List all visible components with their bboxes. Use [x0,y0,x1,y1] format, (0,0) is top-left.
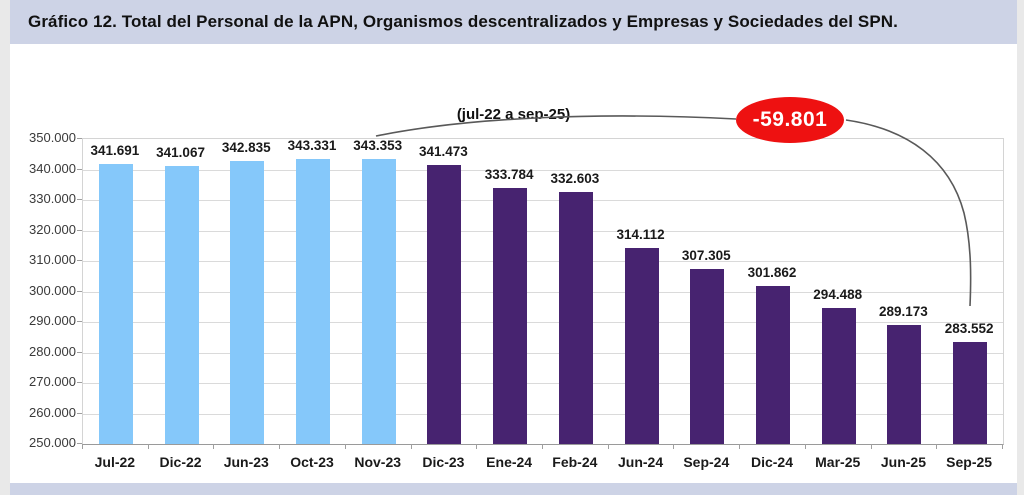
y-axis-tick [77,168,82,170]
gridline [83,169,1003,171]
gridline [83,352,1003,354]
y-axis-tick [77,199,82,200]
y-axis-tick [77,229,82,231]
x-axis-tick [1002,444,1003,449]
bar-value-label: 341.691 [90,143,140,158]
bar-ene-24 [493,188,528,444]
x-axis-tick [279,444,281,449]
bar-value-label: 343.353 [353,138,403,153]
x-axis-tick-label: Dic-22 [159,454,202,470]
chart-title-band: Gráfico 12. Total del Personal de la APN… [10,0,1017,44]
x-axis-tick-label: Sep-24 [683,454,730,470]
x-axis-tick-label: Ene-24 [486,454,533,470]
gridline [83,291,1003,293]
bar-jul-22 [98,164,133,444]
y-axis-tick [77,138,82,139]
x-axis-tick-label: Mar-25 [815,454,861,470]
x-axis-tick-label: Jun-24 [618,454,664,470]
x-axis-tick [804,444,806,449]
gridline [83,322,1003,323]
bar-oct-23 [296,159,330,444]
y-axis-tick-label: 330.000 [29,191,76,206]
y-axis-tick [77,412,82,414]
bar-dic-24 [756,286,790,444]
bar-value-label: 289.173 [879,304,928,319]
x-axis-tick-label: Jun-25 [880,454,926,470]
bar-nov-23 [361,159,396,444]
chart-title: Gráfico 12. Total del Personal de la APN… [28,12,898,31]
bar-value-label: 342.835 [221,140,271,155]
plot-area [82,138,1004,445]
bar-value-label: 343.331 [287,138,337,153]
y-axis-tick-label: 250.000 [29,435,76,450]
y-axis-tick [77,321,82,322]
bar-dic-23 [427,165,462,444]
bar-value-label: 341.067 [156,145,205,160]
y-axis-tick-label: 290.000 [29,313,76,328]
x-axis-tick [607,444,609,449]
x-axis-tick [213,444,215,449]
chart-subtitle: (jul-22 a sep-25) [456,106,571,123]
bar-sep-25 [953,342,988,444]
x-axis-tick-label: Oct-23 [290,454,334,470]
x-axis-tick [147,444,149,449]
y-axis-tick [77,351,82,353]
x-axis-tick [410,444,412,449]
x-axis-tick [344,444,346,449]
bar-value-label: 341.473 [419,144,468,159]
x-axis-tick-label: Nov-23 [354,454,402,470]
x-axis-tick-label: Feb-24 [552,454,598,470]
y-axis-tick [77,443,82,444]
bar-value-label: 283.552 [944,321,994,336]
annotation-value: -59.801 [752,108,828,131]
x-axis-tick [476,444,478,449]
x-axis-tick [870,444,872,449]
x-axis-tick-label: Sep-25 [946,454,993,470]
bar-value-label: 333.784 [484,167,534,182]
gridline [83,413,1003,415]
x-axis-tick [673,444,675,449]
bar-feb-24 [558,192,593,444]
y-axis-tick-label: 300.000 [29,282,76,298]
annotation-ellipse: -59.801 [736,97,844,143]
y-axis-tick [77,382,82,383]
y-axis-tick-label: 320.000 [29,221,76,237]
y-axis-tick-label: 310.000 [29,252,76,267]
next-section-band-edge [10,483,1017,495]
x-axis-tick [82,444,83,449]
bar-jun-25 [887,325,922,444]
y-axis-tick-label: 260.000 [29,404,76,420]
y-axis-tick-label: 280.000 [29,343,76,359]
x-axis-tick [936,444,938,449]
gridline [83,200,1003,201]
bar-value-label: 301.862 [747,265,797,280]
bar-dic-22 [164,166,199,444]
y-axis-tick-label: 340.000 [29,160,76,176]
x-axis-tick-label: Jun-23 [223,454,269,470]
y-axis-tick [77,290,82,292]
x-axis-tick [739,444,741,449]
x-axis-tick [542,444,543,449]
gridline [83,383,1003,384]
y-axis-tick [77,260,82,261]
bar-value-label: 294.488 [813,287,863,302]
bar-sep-24 [690,269,725,444]
x-axis-tick-label: Jul-22 [94,454,136,470]
bar-jun-23 [230,161,265,444]
y-axis-tick-label: 270.000 [29,374,76,389]
bar-jun-24 [624,248,659,444]
y-axis-tick-label: 350.000 [29,130,76,145]
bar-value-label: 314.112 [616,227,665,242]
gridline [83,261,1003,262]
bar-value-label: 332.603 [550,171,600,186]
gridline [83,230,1003,232]
x-axis-tick-label: Dic-23 [422,454,465,470]
bar-mar-25 [821,308,856,444]
x-axis-tick-label: Dic-24 [750,454,794,470]
bar-value-label: 307.305 [681,248,731,263]
